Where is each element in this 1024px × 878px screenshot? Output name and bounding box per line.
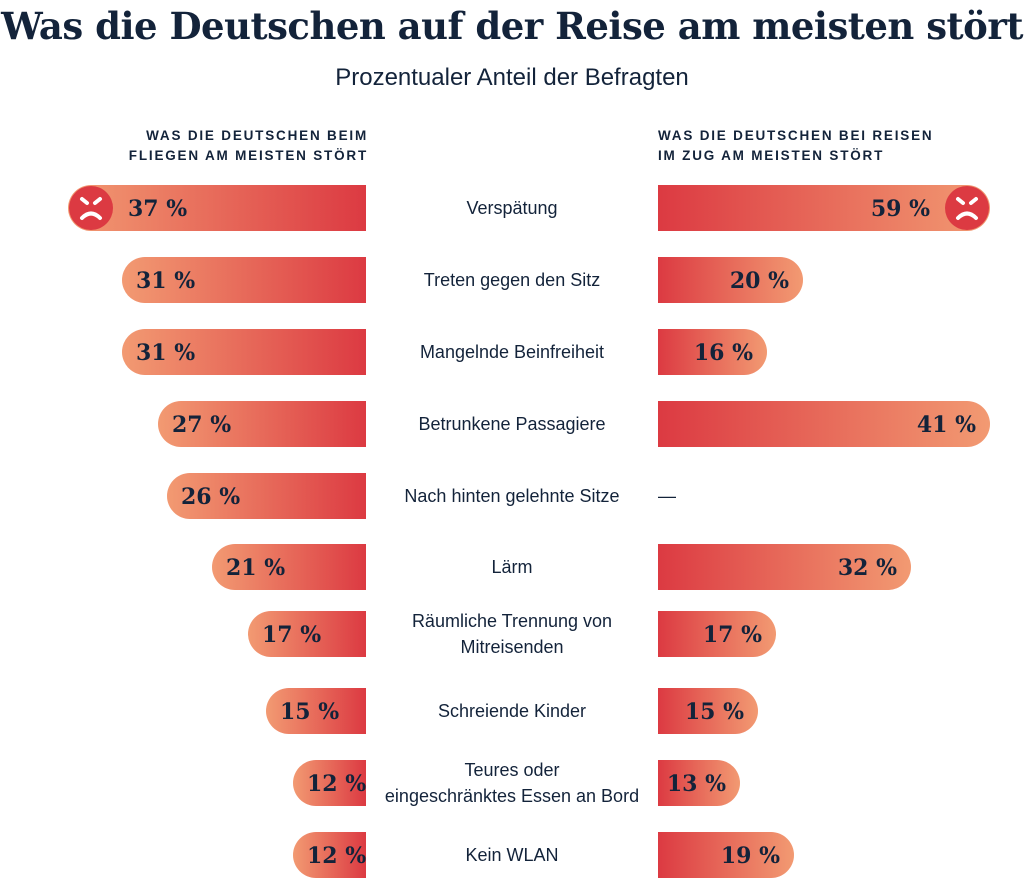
category-label: Verspätung	[466, 198, 557, 218]
left-value-label: 27 %	[172, 412, 231, 438]
right-bar	[658, 185, 990, 231]
right-bar	[658, 544, 911, 590]
chart-subtitle: Prozentualer Anteil der Befragten	[335, 64, 689, 91]
right-bar	[658, 688, 758, 734]
left-value-label: 37 %	[128, 196, 187, 222]
right-value-label: 17 %	[703, 622, 762, 648]
angry-face-eyebrow	[93, 197, 102, 205]
angry-face-icon	[945, 186, 989, 230]
category-label: Treten gegen den Sitz	[424, 270, 600, 290]
right-header-line: WAS DIE DEUTSCHEN BEI REISEN	[658, 128, 934, 143]
category-label: Betrunkene Passagiere	[418, 414, 605, 434]
right-value-label: 41 %	[917, 412, 976, 438]
right-bar	[658, 401, 990, 447]
left-bar	[266, 688, 366, 734]
category-label: Nach hinten gelehnte Sitze	[404, 486, 619, 506]
left-value-label: 31 %	[136, 340, 195, 366]
right-bar	[658, 329, 767, 375]
left-bar	[68, 185, 366, 231]
angry-face-eyebrow	[956, 197, 965, 205]
left-header-line: WAS DIE DEUTSCHEN BEIM	[146, 128, 368, 143]
angry-face-mouth	[956, 211, 978, 220]
category-label: Räumliche Trennung von Mitreisenden	[412, 611, 612, 657]
right-bar	[658, 832, 794, 878]
left-bar	[248, 611, 366, 657]
left-bar	[158, 401, 366, 447]
right-header-line: IM ZUG AM MEISTEN STÖRT	[658, 148, 885, 163]
left-value-label: 21 %	[226, 555, 285, 581]
angry-face-mouth	[80, 211, 102, 220]
right-value-label: 32 %	[838, 555, 897, 581]
angry-face-eyebrow	[969, 197, 978, 205]
left-value-label: 31 %	[136, 268, 195, 294]
left-value-label: 26 %	[181, 484, 240, 510]
right-value-label: 20 %	[730, 268, 789, 294]
right-value-label: 16 %	[694, 340, 753, 366]
category-label: Teures oder eingeschränktes Essen an Bord	[385, 760, 639, 806]
chart-title: Was die Deutschen auf der Reise am meist…	[1, 4, 1023, 48]
right-column-header: WAS DIE DEUTSCHEN BEI REISEN IM ZUG AM M…	[658, 126, 933, 166]
left-header-line: FLIEGEN AM MEISTEN STÖRT	[128, 148, 368, 163]
left-column-header: WAS DIE DEUTSCHEN BEIM FLIEGEN AM MEISTE…	[129, 126, 368, 166]
right-value-label: 13 %	[667, 771, 726, 797]
left-value-label: 12 %	[307, 771, 366, 797]
left-bar	[167, 473, 366, 519]
right-bar	[658, 760, 740, 806]
missing-value-label: —	[658, 486, 676, 506]
left-value-label: 17 %	[262, 622, 321, 648]
left-bar	[293, 760, 366, 806]
left-bar	[293, 832, 366, 878]
angry-face-icon	[69, 186, 113, 230]
left-value-label: 12 %	[307, 843, 366, 869]
category-label: Lärm	[491, 557, 532, 577]
right-value-label: 15 %	[685, 699, 744, 725]
angry-face-eyebrow	[80, 197, 89, 205]
left-bar	[122, 257, 366, 303]
category-label: Mangelnde Beinfreiheit	[420, 342, 604, 362]
left-value-label: 15 %	[280, 699, 339, 725]
right-bar	[658, 611, 776, 657]
right-value-label: 19 %	[721, 843, 780, 869]
right-value-label: 59 %	[871, 196, 930, 222]
category-label: Kein WLAN	[465, 845, 558, 865]
left-bar	[212, 544, 366, 590]
right-bar	[658, 257, 803, 303]
category-label: Schreiende Kinder	[438, 701, 586, 721]
left-bar	[122, 329, 366, 375]
